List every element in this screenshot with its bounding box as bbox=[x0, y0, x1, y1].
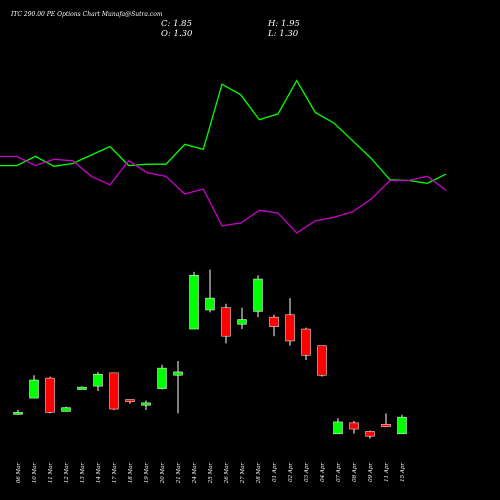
indicator-line-2 bbox=[0, 155, 447, 234]
candle-body bbox=[237, 319, 247, 325]
candle-body bbox=[189, 274, 199, 330]
candle-body bbox=[397, 416, 407, 435]
candle-body bbox=[125, 399, 135, 402]
x-tick-label: 17 Mar bbox=[112, 463, 118, 484]
low-readout: L: 1.30 bbox=[268, 29, 299, 39]
x-tick-label: 11 Mar bbox=[48, 463, 54, 484]
candle-body bbox=[381, 424, 391, 427]
candle-body bbox=[157, 367, 167, 389]
indicator-line-1 bbox=[0, 79, 447, 184]
x-tick-label: 19 Mar bbox=[144, 463, 150, 484]
x-tick-label: 08 Apr bbox=[352, 463, 358, 482]
x-tick-label: 27 Mar bbox=[240, 463, 246, 485]
candle-body bbox=[109, 372, 119, 410]
chart-title: ITC 290.00 PE Options Chart Munafa@Sutra… bbox=[11, 11, 163, 18]
x-tick-label: 24 Mar bbox=[192, 463, 198, 485]
candle-body bbox=[93, 374, 103, 387]
x-tick-label: 10 Mar bbox=[32, 463, 38, 484]
x-tick-label: 12 Mar bbox=[64, 463, 70, 484]
candle-body bbox=[205, 297, 215, 311]
candle-body bbox=[141, 402, 151, 406]
x-tick-label: 03 Apr bbox=[304, 463, 310, 482]
x-tick-label: 04 Apr bbox=[320, 463, 326, 482]
x-tick-label: 06 Mar bbox=[16, 463, 22, 484]
x-tick-label: 07 Apr bbox=[336, 463, 342, 482]
candle-body bbox=[285, 314, 295, 342]
x-tick-label: 28 Mar bbox=[256, 463, 262, 485]
candle-body bbox=[301, 328, 311, 356]
candle-body bbox=[29, 379, 39, 399]
x-tick-label: 15 Apr bbox=[400, 463, 406, 482]
x-tick-label: 02 Apr bbox=[288, 463, 294, 482]
candle-body bbox=[253, 278, 263, 312]
x-tick-label: 25 Mar bbox=[208, 463, 214, 485]
high-readout: H: 1.95 bbox=[268, 19, 300, 29]
x-tick-label: 18 Mar bbox=[128, 463, 134, 484]
x-tick-label: 14 Mar bbox=[96, 463, 102, 484]
x-tick-label: 21 Mar bbox=[176, 463, 182, 485]
candle-body bbox=[77, 386, 87, 390]
candle-body bbox=[317, 345, 327, 376]
x-tick-label: 13 Mar bbox=[80, 463, 86, 484]
candle-body bbox=[269, 316, 279, 327]
candle-body bbox=[221, 307, 231, 337]
candle-body bbox=[349, 422, 359, 430]
x-tick-label: 09 Apr bbox=[368, 463, 374, 482]
candle-body bbox=[61, 407, 71, 412]
candle-body bbox=[365, 431, 375, 437]
open-readout: O: 1.30 bbox=[161, 29, 193, 39]
x-tick-label: 26 Mar bbox=[224, 463, 230, 485]
close-readout: C: 1.85 bbox=[161, 19, 192, 29]
candle-body bbox=[333, 421, 343, 435]
x-tick-label: 20 Mar bbox=[160, 463, 166, 485]
x-tick-label: 11 Apr bbox=[384, 463, 390, 482]
x-tick-label: 01 Apr bbox=[272, 463, 278, 482]
candle-body bbox=[45, 377, 55, 413]
candle-body bbox=[173, 371, 183, 376]
candle-body bbox=[13, 412, 23, 415]
